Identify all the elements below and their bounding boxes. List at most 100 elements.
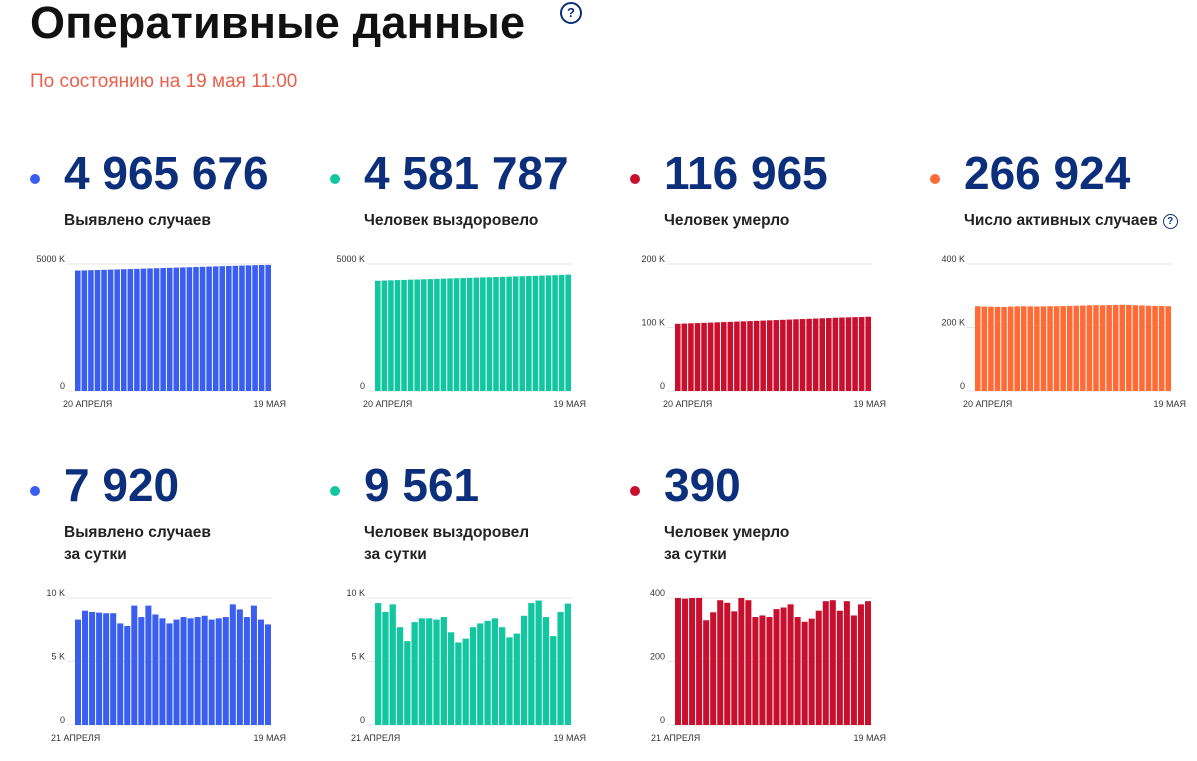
- bar[interactable]: [766, 320, 773, 391]
- bar[interactable]: [1139, 305, 1145, 391]
- bar[interactable]: [388, 280, 394, 391]
- bar[interactable]: [994, 306, 1001, 391]
- bar[interactable]: [766, 617, 773, 725]
- bar[interactable]: [745, 600, 752, 725]
- bar[interactable]: [794, 617, 801, 725]
- bar[interactable]: [865, 316, 871, 391]
- bar[interactable]: [1014, 306, 1020, 391]
- bar[interactable]: [180, 617, 187, 725]
- bar[interactable]: [215, 618, 222, 725]
- bar[interactable]: [426, 618, 433, 725]
- bar[interactable]: [147, 268, 153, 391]
- bar[interactable]: [404, 641, 411, 725]
- bar[interactable]: [1158, 306, 1165, 391]
- bar[interactable]: [512, 276, 519, 391]
- bar[interactable]: [264, 624, 271, 725]
- bar[interactable]: [1152, 305, 1158, 391]
- bar[interactable]: [1073, 305, 1080, 391]
- bar[interactable]: [710, 612, 717, 725]
- bar[interactable]: [812, 318, 819, 391]
- bar[interactable]: [552, 275, 558, 391]
- bar[interactable]: [101, 269, 107, 391]
- bar[interactable]: [682, 598, 689, 725]
- bar[interactable]: [229, 604, 236, 725]
- bar[interactable]: [1040, 306, 1047, 391]
- bar[interactable]: [153, 268, 160, 391]
- bar[interactable]: [480, 277, 486, 391]
- bar[interactable]: [447, 278, 453, 391]
- bar[interactable]: [257, 619, 264, 725]
- bar[interactable]: [752, 617, 759, 725]
- bar[interactable]: [117, 623, 124, 725]
- bar[interactable]: [491, 618, 499, 725]
- bar[interactable]: [545, 275, 552, 391]
- bar[interactable]: [839, 317, 845, 391]
- bar[interactable]: [114, 269, 120, 391]
- bar[interactable]: [1165, 306, 1171, 391]
- bar[interactable]: [1093, 305, 1099, 391]
- bar[interactable]: [453, 278, 460, 391]
- bar[interactable]: [565, 274, 571, 391]
- bar[interactable]: [440, 617, 447, 725]
- bar[interactable]: [414, 279, 420, 391]
- bar[interactable]: [532, 275, 539, 391]
- bar[interactable]: [89, 611, 96, 725]
- bar[interactable]: [212, 266, 219, 391]
- bar[interactable]: [506, 637, 513, 725]
- bar[interactable]: [159, 618, 166, 725]
- bar[interactable]: [94, 270, 101, 391]
- bar[interactable]: [845, 317, 852, 391]
- bar[interactable]: [786, 319, 793, 391]
- bar[interactable]: [499, 276, 506, 391]
- bar[interactable]: [542, 617, 550, 725]
- bar[interactable]: [720, 322, 727, 391]
- bar[interactable]: [173, 267, 180, 391]
- bar[interactable]: [103, 613, 110, 725]
- bar[interactable]: [396, 627, 404, 725]
- bar[interactable]: [1060, 306, 1066, 391]
- bar[interactable]: [731, 611, 738, 725]
- bar[interactable]: [1047, 306, 1053, 391]
- bar[interactable]: [389, 604, 396, 725]
- bar[interactable]: [806, 318, 812, 391]
- bar[interactable]: [486, 277, 493, 391]
- bar[interactable]: [250, 605, 257, 725]
- bar[interactable]: [460, 278, 466, 391]
- bar[interactable]: [160, 268, 166, 391]
- bar[interactable]: [127, 269, 134, 391]
- bar[interactable]: [787, 604, 794, 725]
- bar[interactable]: [747, 321, 753, 391]
- bar[interactable]: [1132, 305, 1139, 391]
- bar[interactable]: [539, 275, 545, 391]
- bar[interactable]: [166, 623, 173, 725]
- bar[interactable]: [1112, 304, 1119, 391]
- bar[interactable]: [675, 598, 682, 725]
- bar[interactable]: [675, 323, 681, 391]
- bar[interactable]: [420, 279, 427, 391]
- bar[interactable]: [375, 603, 382, 725]
- bar[interactable]: [857, 604, 864, 725]
- bar[interactable]: [829, 600, 836, 725]
- bar[interactable]: [199, 266, 206, 391]
- bar[interactable]: [557, 611, 564, 725]
- bar[interactable]: [265, 264, 271, 391]
- bar[interactable]: [440, 278, 447, 391]
- bar[interactable]: [166, 267, 173, 391]
- bar[interactable]: [707, 322, 714, 391]
- bar[interactable]: [96, 612, 103, 725]
- bar[interactable]: [232, 265, 239, 391]
- help-icon[interactable]: ?: [560, 2, 582, 24]
- bar[interactable]: [462, 638, 469, 725]
- bar[interactable]: [222, 617, 229, 725]
- bar[interactable]: [815, 610, 822, 725]
- bar[interactable]: [780, 607, 787, 725]
- bar[interactable]: [434, 278, 440, 391]
- bar[interactable]: [864, 601, 871, 725]
- bar[interactable]: [455, 642, 462, 725]
- bar[interactable]: [1066, 305, 1073, 391]
- bar[interactable]: [401, 279, 407, 391]
- bar[interactable]: [826, 318, 832, 391]
- bar[interactable]: [564, 603, 571, 725]
- bar[interactable]: [703, 620, 710, 725]
- bar[interactable]: [107, 269, 114, 391]
